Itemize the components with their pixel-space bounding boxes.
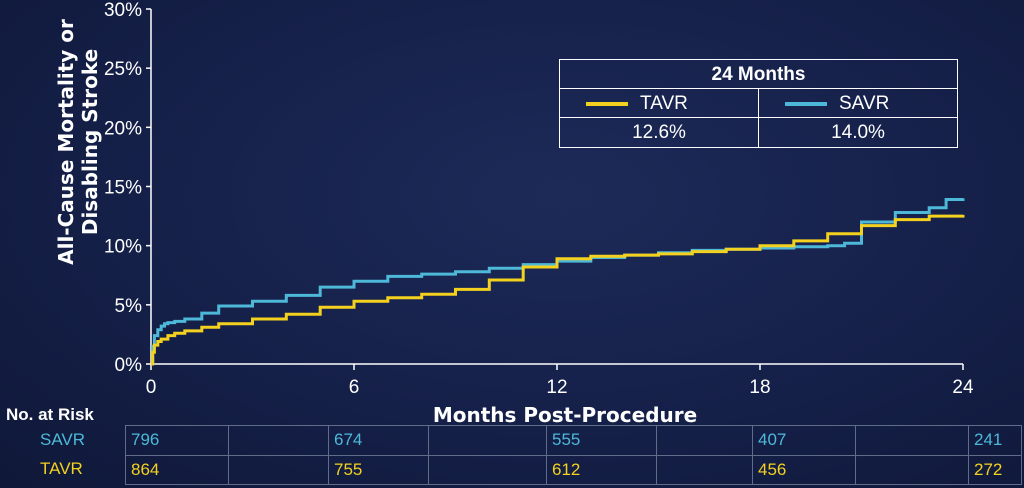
legend-entry-tavr: TAVR xyxy=(560,89,759,118)
x-tick-label: 24 xyxy=(952,377,974,398)
x-tick-label: 0 xyxy=(146,377,157,398)
legend-label-savr: SAVR xyxy=(839,93,890,114)
risk-cell: 864 xyxy=(125,454,229,485)
risk-cell: 407 xyxy=(752,425,856,456)
risk-cell: 555 xyxy=(546,425,657,456)
series-group xyxy=(151,198,965,366)
risk-cell: 755 xyxy=(328,454,429,485)
risk-cell: 674 xyxy=(328,425,429,456)
legend-swatch-savr xyxy=(785,102,827,106)
legend-value-tavr: 12.6% xyxy=(560,118,759,147)
legend-box: 24 Months TAVR SAVR 12.6% 14.0% xyxy=(559,59,958,148)
risk-row-label-tavr: TAVR xyxy=(40,459,83,478)
risk-cell: 612 xyxy=(546,454,657,485)
legend-entry-savr: SAVR xyxy=(759,89,957,118)
risk-cell xyxy=(855,425,969,456)
y-axis-label: All-Cause Mortality or Disabling Stroke xyxy=(54,19,102,265)
x-tick-label: 12 xyxy=(546,377,567,398)
risk-row-savr: 796 674 555 407 241 xyxy=(125,425,1022,456)
y-tick-label: 5% xyxy=(115,296,143,317)
y-tick-label: 0% xyxy=(115,355,143,376)
risk-row-label-savr: SAVR xyxy=(40,430,86,449)
risk-cell xyxy=(428,425,547,456)
legend-value-savr: 14.0% xyxy=(831,122,885,143)
risk-cell xyxy=(656,425,753,456)
risk-cell: 456 xyxy=(752,454,856,485)
risk-cell: 796 xyxy=(125,425,229,456)
risk-cell xyxy=(656,454,753,485)
y-tick-label: 20% xyxy=(104,118,142,139)
legend-swatch-tavr xyxy=(586,102,628,106)
series-line-tavr xyxy=(151,214,965,366)
axes-group: 0% 5% 10% 15% 20% 25% 30% 0 6 12 18 24 xyxy=(104,0,974,398)
legend-title: 24 Months xyxy=(560,60,957,89)
risk-row-tavr: 864 755 612 456 272 xyxy=(125,454,1022,485)
risk-table-title: No. at Risk xyxy=(6,405,94,424)
series-line-savr xyxy=(151,198,965,366)
risk-cell xyxy=(855,454,969,485)
risk-table: 796 674 555 407 241 864 755 612 456 272 xyxy=(125,425,1022,485)
risk-cell xyxy=(228,454,329,485)
risk-cell xyxy=(428,454,547,485)
x-axis-label: Months Post-Procedure xyxy=(432,403,698,427)
risk-cell: 241 xyxy=(968,425,1022,456)
y-tick-label: 15% xyxy=(104,178,142,199)
legend-label-tavr: TAVR xyxy=(640,93,688,114)
y-tick-label: 10% xyxy=(104,237,142,258)
x-tick-label: 18 xyxy=(749,377,770,398)
x-tick-label: 6 xyxy=(349,377,360,398)
y-tick-label: 30% xyxy=(104,0,142,21)
risk-cell xyxy=(228,425,329,456)
risk-cell: 272 xyxy=(968,454,1022,485)
y-tick-label: 25% xyxy=(104,59,142,80)
